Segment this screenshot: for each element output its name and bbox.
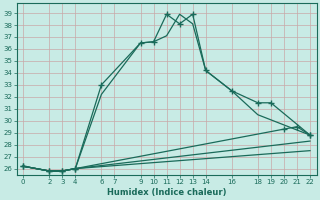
X-axis label: Humidex (Indice chaleur): Humidex (Indice chaleur): [107, 188, 226, 197]
